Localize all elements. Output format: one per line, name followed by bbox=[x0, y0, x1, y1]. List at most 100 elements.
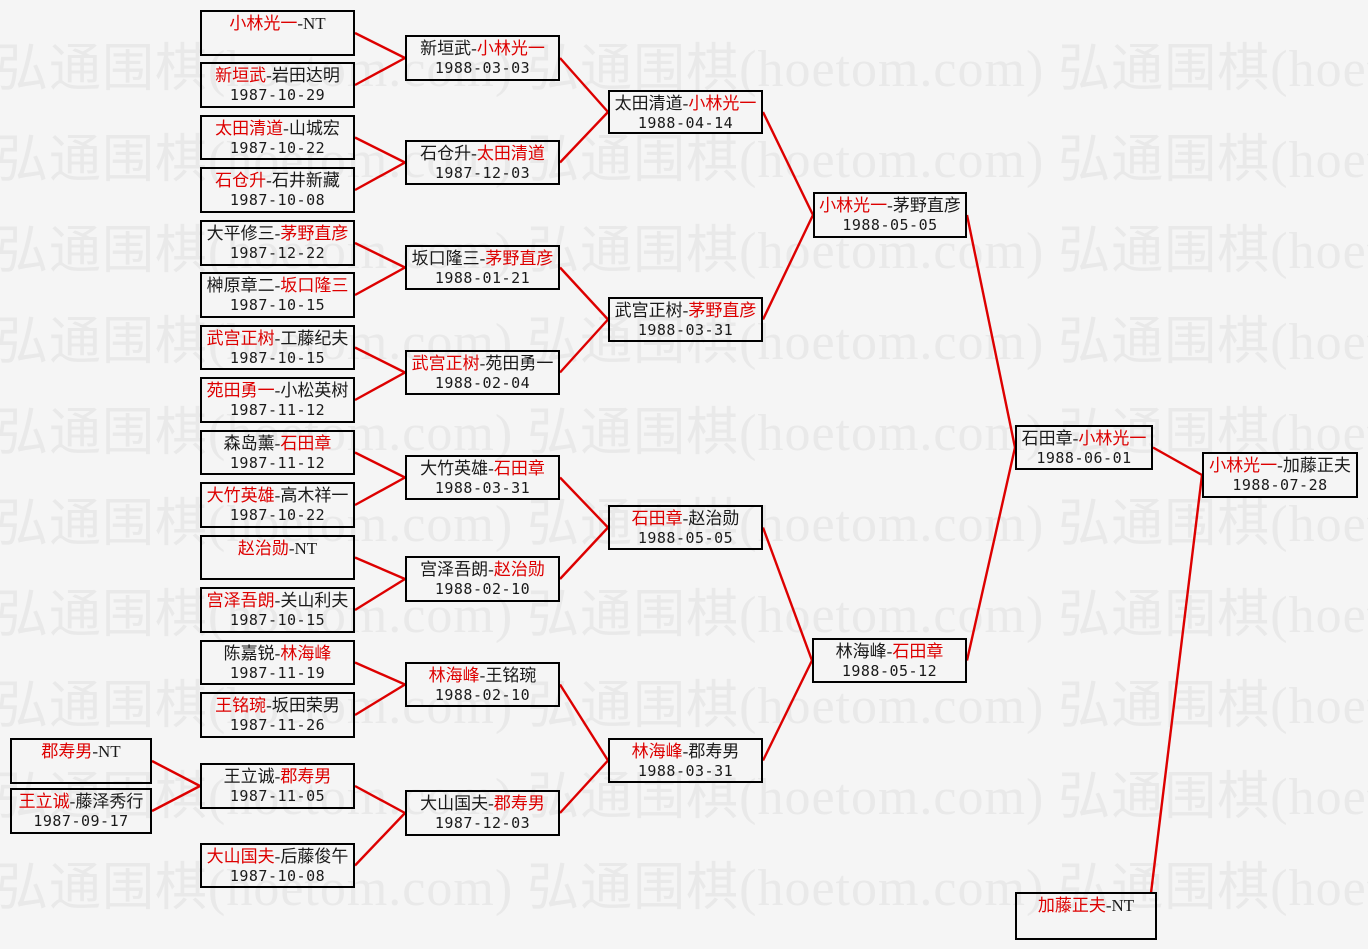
player-name: 苑田勇一 bbox=[206, 381, 275, 400]
match-date: 1988-02-04 bbox=[434, 374, 531, 392]
connector-line bbox=[559, 57, 609, 113]
watermark-text: 弘通围棋(hoetom.com) 弘通围棋(hoetom.com) 弘通围棋(h… bbox=[0, 769, 1368, 826]
player-name: 石田章 bbox=[493, 459, 545, 478]
match-players: 太田清道-小林光一 bbox=[610, 92, 761, 114]
player-name: 林海峰 bbox=[835, 642, 887, 661]
match-box-e2: 林海峰-石田章 1988-05-12 bbox=[812, 638, 967, 683]
player-name: 太田清道 bbox=[614, 94, 683, 113]
player-name: 王立诚 bbox=[18, 792, 70, 811]
match-date: 1987-10-08 bbox=[229, 867, 326, 885]
player-name: 小林光一 bbox=[688, 94, 757, 113]
match-box-d3: 石田章-赵治勋 1988-05-05 bbox=[608, 505, 763, 550]
connector-line bbox=[151, 759, 201, 788]
connector-line bbox=[354, 371, 406, 402]
player-name: 石田章 bbox=[1021, 429, 1073, 448]
match-date: 1987-11-26 bbox=[229, 716, 326, 734]
match-players: 小林光一-加藤正夫 bbox=[1204, 454, 1356, 476]
match-players: 大山国夫-后藤俊午 bbox=[202, 845, 353, 867]
match-box-c8: 大山国夫-郡寿男 1987-12-03 bbox=[405, 790, 560, 836]
match-players: 陈嘉锐-林海峰 bbox=[202, 642, 353, 664]
player-name: 茅野直彦 bbox=[892, 196, 961, 215]
match-players: 石田章-小林光一 bbox=[1017, 427, 1151, 449]
connector-line bbox=[354, 451, 406, 479]
player-name: 小林光一 bbox=[819, 196, 888, 215]
name-separator: - bbox=[274, 644, 281, 663]
match-box-b11: 赵治勋-NT bbox=[200, 535, 355, 580]
match-box-d4: 林海峰-郡寿男 1988-03-31 bbox=[608, 738, 763, 783]
name-separator: - bbox=[682, 742, 689, 761]
match-players: 武宫正树-茅野直彦 bbox=[610, 299, 761, 321]
match-date: 1988-05-12 bbox=[841, 662, 938, 680]
player-name: 赵治勋 bbox=[493, 560, 545, 579]
name-separator: - bbox=[682, 94, 689, 113]
name-separator: - bbox=[682, 301, 689, 320]
match-box-c1: 新垣武-小林光一 1988-03-03 bbox=[405, 35, 560, 81]
player-name: 高木祥一 bbox=[280, 486, 349, 505]
connector-line bbox=[354, 56, 406, 87]
match-players: 武宫正树-工藤纪夫 bbox=[202, 327, 353, 349]
player-name: 石井新藏 bbox=[271, 171, 340, 190]
connector-line bbox=[354, 661, 406, 686]
player-name: 郡寿男 bbox=[688, 742, 740, 761]
player-name: 茅野直彦 bbox=[688, 301, 757, 320]
match-players: 新垣武-小林光一 bbox=[407, 37, 558, 59]
match-date: 1987-12-22 bbox=[229, 244, 326, 262]
match-players: 石仓升-石井新藏 bbox=[202, 169, 353, 191]
match-players: 郡寿男-NT bbox=[12, 740, 150, 762]
match-players: 大竹英雄-高木祥一 bbox=[202, 484, 353, 506]
match-players: 大山国夫-郡寿男 bbox=[407, 792, 558, 814]
match-date: 1988-03-31 bbox=[434, 479, 531, 497]
match-box-c6: 宫泽吾朗-赵治勋 1988-02-10 bbox=[405, 556, 560, 602]
player-name: 小林光一 bbox=[229, 14, 298, 33]
player-name: 郡寿男 bbox=[41, 742, 93, 761]
name-separator: - bbox=[1105, 896, 1112, 915]
connector-line bbox=[559, 759, 609, 814]
match-box-b10: 大竹英雄-高木祥一 1987-10-22 bbox=[200, 482, 355, 528]
match-date: 1987-09-17 bbox=[33, 812, 129, 830]
name-separator: - bbox=[283, 119, 289, 138]
match-date: 1988-03-03 bbox=[434, 59, 531, 77]
name-separator: - bbox=[69, 792, 76, 811]
connector-line bbox=[354, 241, 406, 269]
match-box-c5: 大竹英雄-石田章 1988-03-31 bbox=[405, 455, 560, 500]
match-box-c4: 武宫正树-苑田勇一 1988-02-04 bbox=[405, 350, 560, 395]
player-name: 坂口隆三 bbox=[280, 276, 349, 295]
player-name: 石田章 bbox=[631, 509, 683, 528]
player-name: 郡寿男 bbox=[280, 767, 332, 786]
match-box-c7: 林海峰-王铭琬 1988-02-10 bbox=[405, 662, 560, 707]
name-separator: - bbox=[274, 224, 281, 243]
player-name: 工藤纪夫 bbox=[280, 329, 349, 348]
match-box-b5: 大平修三-茅野直彦 1987-12-22 bbox=[200, 220, 355, 266]
match-players: 新垣武-岩田达明 bbox=[202, 64, 353, 86]
name-separator: - bbox=[266, 171, 272, 190]
match-date: 1988-02-10 bbox=[434, 686, 531, 704]
name-separator: - bbox=[488, 560, 494, 579]
connector-line bbox=[354, 556, 406, 581]
watermark-text: 弘通围棋(hoetom.com) 弘通围棋(hoetom.com) 弘通围棋(h… bbox=[0, 314, 1368, 371]
match-date: 1987-12-03 bbox=[434, 164, 531, 182]
match-players: 坂口隆三-茅野直彦 bbox=[407, 247, 558, 269]
player-name: 王铭琬 bbox=[215, 696, 267, 715]
match-players: 宫泽吾朗-关山利夫 bbox=[202, 589, 353, 611]
name-separator: - bbox=[274, 434, 281, 453]
match-date: 1988-07-28 bbox=[1232, 476, 1328, 494]
player-name: 王立诚 bbox=[223, 767, 275, 786]
player-name: 赵治勋 bbox=[688, 509, 740, 528]
connector-line bbox=[558, 683, 610, 762]
name-separator: - bbox=[886, 642, 893, 661]
watermark-text: 弘通围棋(hoetom.com) 弘通围棋(hoetom.com) 弘通围棋(h… bbox=[0, 405, 1368, 462]
player-name: NT bbox=[303, 14, 326, 33]
connector-line bbox=[559, 318, 609, 374]
connector-line bbox=[151, 784, 201, 813]
match-players: 榊原章二-坂口隆三 bbox=[202, 274, 353, 296]
match-players: 石仓升-太田清道 bbox=[407, 142, 558, 164]
watermark-text: 弘通围棋(hoetom.com) 弘通围棋(hoetom.com) 弘通围棋(h… bbox=[0, 860, 1368, 917]
name-separator: - bbox=[488, 459, 494, 478]
player-name: 石仓升 bbox=[215, 171, 267, 190]
match-box-b13: 陈嘉锐-林海峰 1987-11-19 bbox=[200, 640, 355, 685]
match-date: 1988-01-21 bbox=[434, 269, 531, 287]
player-name: 榊原章二 bbox=[206, 276, 275, 295]
match-box-d2: 武宫正树-茅野直彦 1988-03-31 bbox=[608, 297, 763, 342]
